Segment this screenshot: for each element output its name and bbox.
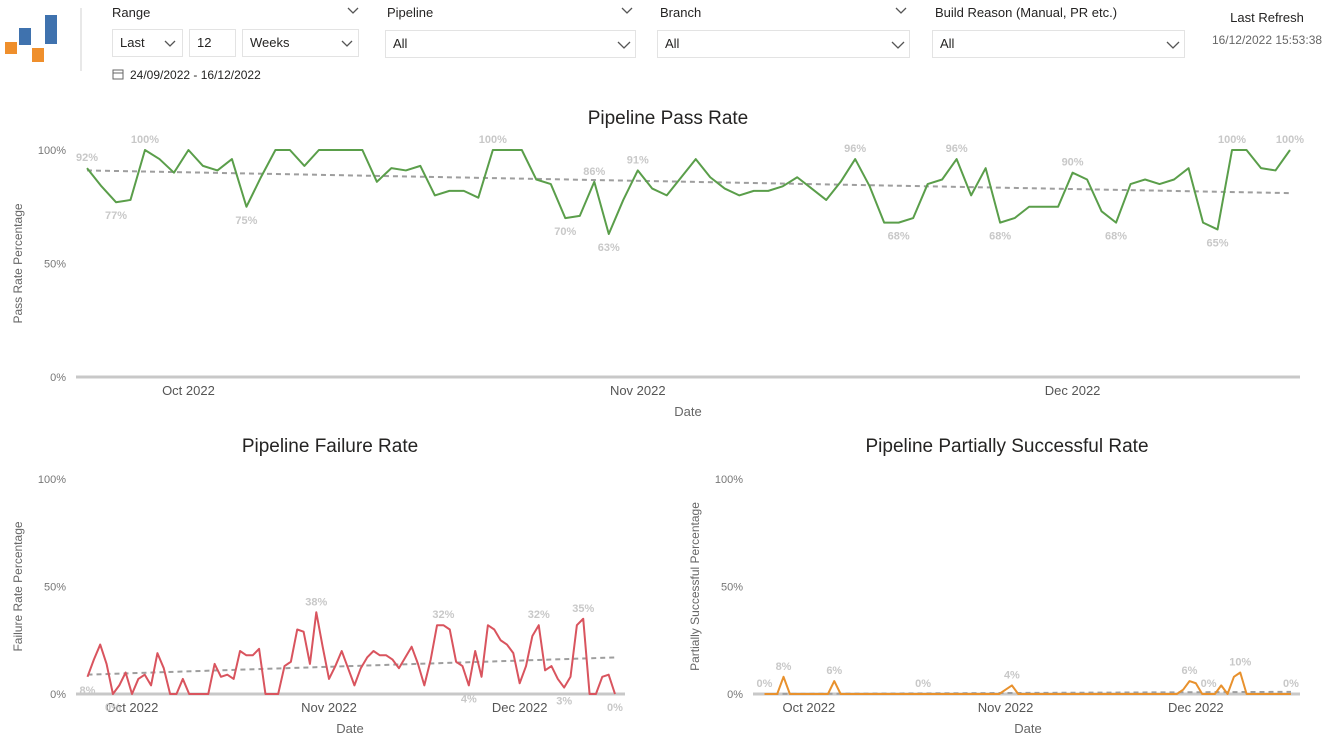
- data-label: 77%: [105, 210, 127, 222]
- data-label: 38%: [305, 596, 327, 608]
- x-tick-label: Oct 2022: [783, 700, 836, 715]
- data-label: 0%: [1283, 678, 1299, 690]
- y-axis-title: Pass Rate Percentage: [11, 203, 25, 323]
- data-label: 63%: [598, 242, 620, 254]
- data-label: 96%: [946, 143, 968, 155]
- x-tick-label: Oct 2022: [162, 383, 215, 398]
- data-label: 68%: [888, 231, 910, 243]
- y-axis-title: Partially Successful Percentage: [688, 502, 702, 671]
- dropdown-value: Last: [120, 35, 145, 50]
- dropdown-value: All: [940, 36, 955, 51]
- data-line: [86, 611, 616, 695]
- y-tick-label: 50%: [44, 582, 66, 594]
- data-label: 100%: [479, 134, 507, 146]
- data-label: 6%: [1182, 665, 1198, 677]
- data-label: 92%: [76, 152, 98, 164]
- x-axis-title: Date: [674, 404, 701, 419]
- last-refresh-value: 16/12/2022 15:53:38: [1211, 33, 1323, 47]
- x-tick-label: Nov 2022: [301, 700, 357, 715]
- filter-label: Build Reason (Manual, PR etc.): [935, 5, 1118, 20]
- last-refresh-label: Last Refresh: [1230, 10, 1304, 25]
- chevron[interactable]: [894, 6, 908, 16]
- data-line: [86, 149, 1291, 235]
- data-label: 8%: [80, 685, 96, 697]
- data-label: 0%: [1201, 678, 1217, 690]
- dropdown[interactable]: All: [657, 30, 910, 58]
- data-label: 91%: [627, 154, 649, 166]
- logo: [5, 8, 82, 71]
- trend-line: [764, 690, 1292, 695]
- chart-title: Pipeline Pass Rate: [588, 108, 749, 129]
- data-line: [764, 671, 1291, 695]
- dropdown-value: All: [665, 36, 680, 51]
- x-axis-title: Date: [336, 721, 363, 736]
- dropdown[interactable]: Last: [112, 29, 183, 57]
- trend-line: [87, 656, 616, 676]
- data-label: 0%: [607, 702, 623, 714]
- data-label: 86%: [583, 166, 605, 178]
- data-label: 0%: [105, 702, 121, 714]
- dropdown-value: Weeks: [250, 35, 290, 50]
- y-tick-label: 0%: [50, 689, 66, 701]
- x-tick-label: Dec 2022: [492, 700, 548, 715]
- chart-title: Pipeline Partially Successful Rate: [865, 436, 1148, 457]
- y-tick-label: 50%: [721, 582, 743, 594]
- chevron[interactable]: [346, 6, 360, 16]
- data-label: 32%: [432, 609, 454, 621]
- y-tick-label: 0%: [727, 689, 743, 701]
- data-label: 35%: [572, 603, 594, 615]
- y-tick-label: 50%: [44, 259, 66, 271]
- chevron[interactable]: [620, 6, 634, 16]
- data-label: 68%: [989, 231, 1011, 243]
- data-label: 70%: [554, 226, 576, 238]
- x-tick-label: Dec 2022: [1168, 700, 1224, 715]
- data-label: 6%: [826, 665, 842, 677]
- data-label: 4%: [461, 693, 477, 705]
- data-label: 32%: [528, 609, 550, 621]
- date-range: 24/09/2022 - 16/12/2022: [130, 68, 261, 82]
- header: Range Last 12 Weeks 24/09/2022 - 16/12/2…: [0, 0, 1330, 95]
- data-label: 8%: [776, 661, 792, 673]
- data-label: 3%: [556, 696, 572, 708]
- input-value: 12: [197, 35, 212, 50]
- filter-label: Range: [112, 5, 151, 20]
- y-tick-label: 100%: [38, 474, 66, 486]
- dropdown[interactable]: Weeks: [242, 29, 359, 57]
- y-axis-title: Failure Rate Percentage: [11, 521, 25, 651]
- data-label: 68%: [1105, 231, 1127, 243]
- trend-line: [86, 169, 1291, 195]
- data-label: 65%: [1207, 237, 1229, 249]
- x-tick-label: Nov 2022: [978, 700, 1034, 715]
- data-label: 10%: [1229, 657, 1251, 669]
- filter-label: Pipeline: [387, 5, 434, 20]
- data-label: 100%: [1218, 134, 1246, 146]
- y-tick-label: 100%: [38, 145, 66, 157]
- chart-title: Pipeline Failure Rate: [242, 436, 418, 457]
- data-label: 0%: [757, 678, 773, 690]
- filter-label: Branch: [660, 5, 702, 20]
- data-label: 100%: [1276, 134, 1304, 146]
- data-label: 100%: [131, 134, 159, 146]
- x-tick-label: Dec 2022: [1045, 383, 1101, 398]
- y-tick-label: 100%: [715, 474, 743, 486]
- dropdown[interactable]: All: [385, 30, 636, 58]
- x-axis-title: Date: [1014, 721, 1041, 736]
- number-input[interactable]: 12: [189, 29, 236, 57]
- dropdown[interactable]: All: [932, 30, 1185, 58]
- x-tick-label: Oct 2022: [106, 700, 159, 715]
- data-label: 96%: [844, 143, 866, 155]
- y-tick-label: 0%: [50, 372, 66, 384]
- data-label: 75%: [235, 215, 257, 227]
- data-label: 90%: [1062, 157, 1084, 169]
- dropdown-value: All: [393, 36, 408, 51]
- data-label: 4%: [1004, 669, 1020, 681]
- calendar-icon: [112, 69, 124, 80]
- x-tick-label: Nov 2022: [610, 383, 666, 398]
- data-label: 0%: [915, 678, 931, 690]
